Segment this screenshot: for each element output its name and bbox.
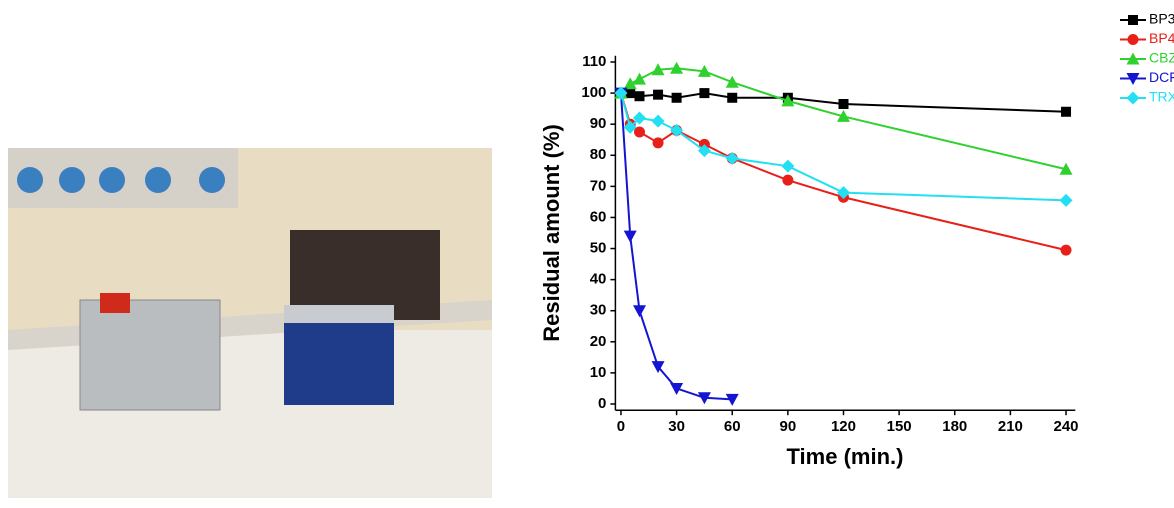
marker <box>633 72 647 85</box>
y-tick-label: 50 <box>590 240 607 257</box>
legend-label: DCF <box>1149 69 1174 85</box>
marker <box>836 109 850 122</box>
photo-socket <box>199 167 225 193</box>
marker <box>633 305 647 318</box>
y-tick-label: 70 <box>590 177 607 194</box>
legend-marker <box>1128 15 1138 25</box>
x-tick-label: 60 <box>724 418 741 435</box>
y-tick-label: 100 <box>581 84 606 101</box>
photo-switch <box>100 293 130 313</box>
marker <box>1059 193 1073 207</box>
y-tick-label: 30 <box>590 302 607 319</box>
marker <box>623 230 637 243</box>
y-tick-label: 20 <box>590 333 607 350</box>
marker <box>1059 162 1073 175</box>
legend-marker <box>1126 91 1140 105</box>
y-tick-label: 60 <box>590 208 607 225</box>
x-tick-label: 150 <box>887 418 912 435</box>
x-axis-label: Time (min.) <box>787 444 904 469</box>
marker <box>614 86 628 100</box>
marker <box>625 88 636 99</box>
marker <box>670 61 684 74</box>
legend-label: BP3 <box>1149 11 1174 27</box>
marker <box>699 88 710 99</box>
series-line <box>619 92 1067 202</box>
legend-marker <box>1126 52 1140 65</box>
marker <box>781 94 795 107</box>
marker <box>634 91 645 102</box>
marker <box>697 64 711 77</box>
x-tick-label: 210 <box>998 418 1023 435</box>
photo-socket <box>59 167 85 193</box>
y-tick-label: 90 <box>590 115 607 132</box>
y-tick-label: 40 <box>590 271 607 288</box>
marker <box>1060 244 1072 256</box>
marker <box>727 92 738 103</box>
legend-label: BP4 <box>1149 30 1174 46</box>
marker <box>697 392 711 405</box>
legend-label: TRX <box>1149 89 1174 105</box>
photo <box>8 148 492 498</box>
marker <box>725 75 739 88</box>
y-tick-label: 10 <box>590 364 607 381</box>
x-tick-label: 0 <box>617 418 625 435</box>
marker <box>651 361 665 374</box>
photo-box <box>79 299 221 411</box>
y-tick-label: 80 <box>590 146 607 163</box>
photo-socket <box>145 167 171 193</box>
marker <box>634 126 646 138</box>
marker <box>838 98 849 109</box>
y-tick-label: 110 <box>582 53 606 70</box>
marker <box>670 382 684 395</box>
marker <box>651 63 665 76</box>
series-line <box>619 93 733 401</box>
marker <box>623 77 637 90</box>
photo-bath-rim <box>284 305 394 323</box>
marker <box>633 111 647 125</box>
marker <box>725 151 739 165</box>
marker <box>623 120 637 134</box>
marker <box>725 393 739 406</box>
marker <box>836 186 850 200</box>
marker <box>781 159 795 173</box>
marker <box>1061 106 1072 117</box>
marker <box>670 123 684 137</box>
x-tick-label: 90 <box>780 418 797 435</box>
x-tick-label: 180 <box>942 418 967 435</box>
marker <box>782 174 794 186</box>
y-tick-label: 0 <box>598 395 606 412</box>
marker <box>652 137 664 149</box>
photo-socket <box>99 167 125 193</box>
legend-label: CBZ <box>1149 50 1174 66</box>
marker <box>671 92 682 103</box>
marker <box>651 114 665 128</box>
legend-marker <box>1127 34 1139 45</box>
y-axis-label: Residual amount (%) <box>539 124 564 342</box>
x-tick-label: 120 <box>831 418 856 435</box>
x-tick-label: 240 <box>1054 418 1079 435</box>
marker <box>697 144 711 158</box>
x-tick-label: 30 <box>668 418 685 435</box>
photo-socket <box>17 167 43 193</box>
legend-marker <box>1126 73 1140 85</box>
marker <box>653 89 664 100</box>
